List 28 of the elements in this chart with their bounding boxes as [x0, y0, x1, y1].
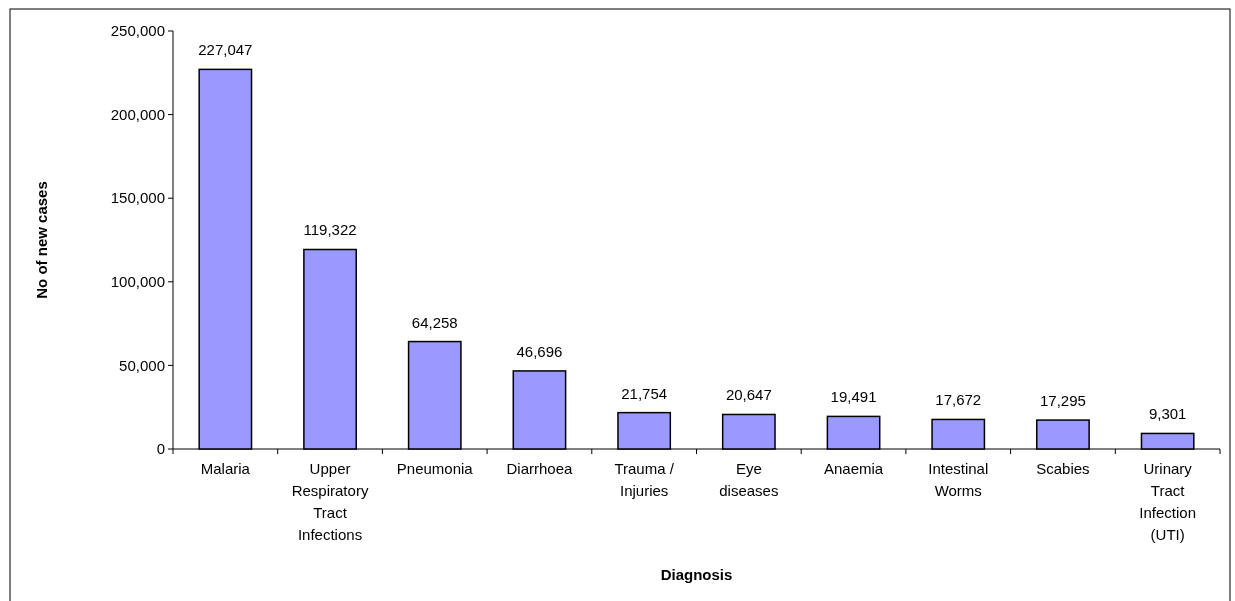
x-tick-label: Scabies: [1036, 460, 1090, 477]
x-tick-label: Urinary Tract Infection (UTI): [1139, 460, 1197, 543]
x-tick-label: Intestinal Worms: [928, 460, 989, 499]
data-label: 227,047: [198, 41, 253, 59]
x-tick-label: Malaria: [200, 460, 251, 477]
data-label: 64,258: [411, 313, 458, 331]
data-label: 21,754: [621, 384, 668, 402]
y-tick-label: 0: [156, 440, 165, 458]
y-axis-title: No of new cases: [33, 181, 50, 299]
data-label: 20,647: [725, 386, 772, 404]
data-label: 9,301: [1148, 405, 1187, 423]
y-tick-label: 200,000: [110, 105, 165, 123]
x-axis-title: Diagnosis: [660, 566, 733, 583]
x-tick-label: Pneumonia: [396, 460, 474, 477]
x-tick-label: Anaemia: [823, 460, 884, 477]
data-label: 17,295: [1040, 392, 1086, 410]
x-tick-label: Eye diseases: [719, 460, 779, 499]
y-tick-label: 100,000: [110, 273, 165, 291]
data-label: 17,672: [935, 391, 982, 409]
x-tick-label: Upper Respiratory Tract Infections: [291, 460, 369, 543]
y-tick-label: 250,000: [110, 22, 165, 40]
y-tick-label: 150,000: [110, 189, 165, 207]
x-tick-label: Diarrhoea: [506, 460, 574, 477]
data-label: 46,696: [516, 342, 563, 360]
data-label: 19,491: [830, 388, 877, 406]
x-tick-label: Trauma / Injuries: [614, 460, 675, 499]
data-label: 119,322: [303, 221, 357, 239]
y-tick-label: 50,000: [119, 356, 165, 374]
